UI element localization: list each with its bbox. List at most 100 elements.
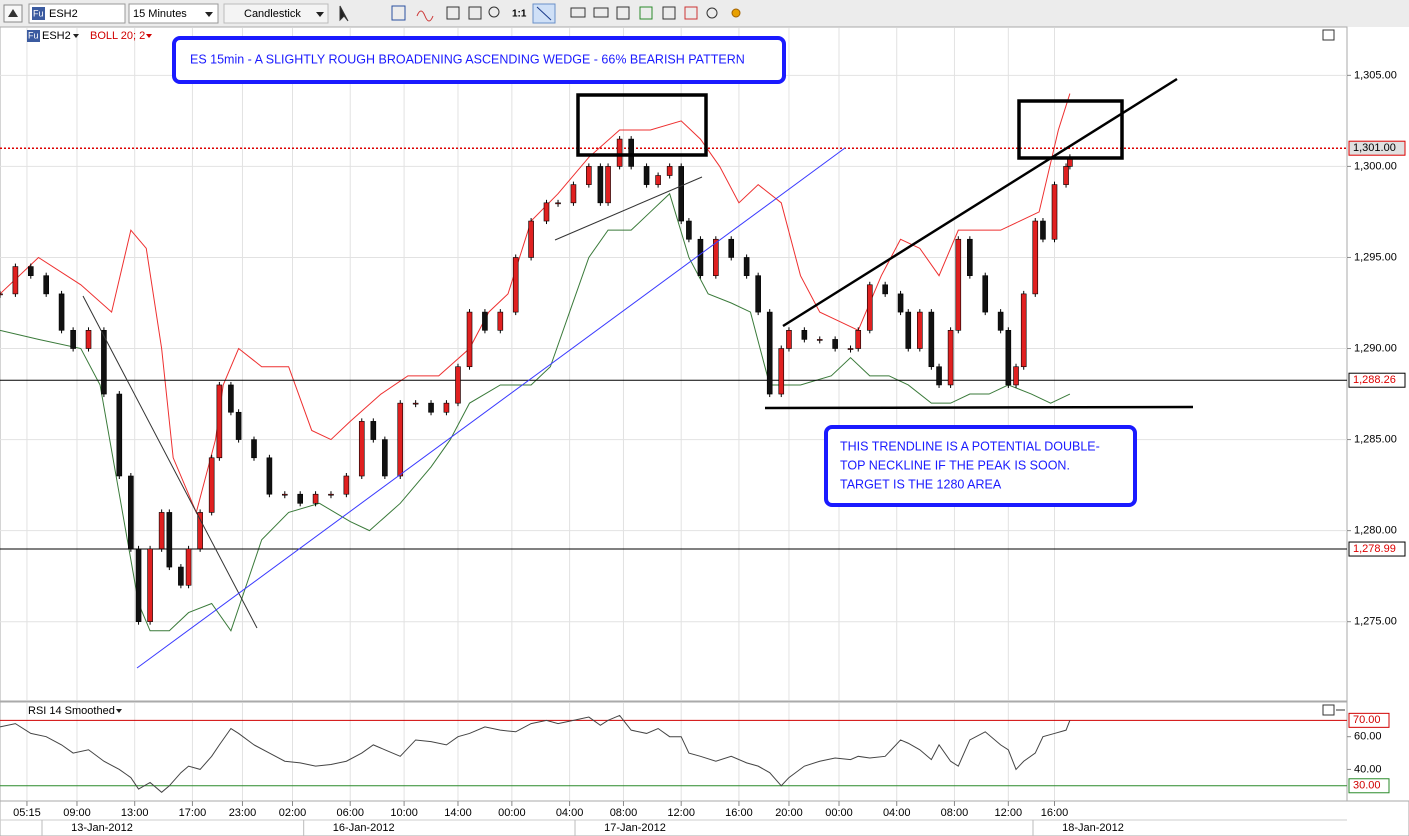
y-tick-label: 1,280.00 (1354, 525, 1397, 537)
candle (882, 284, 888, 295)
date-label: 17-Jan-2012 (604, 822, 666, 834)
price-label: 1,288.26 (1353, 374, 1396, 386)
candle (801, 330, 808, 340)
note-text: ES 15min - A SLIGHTLY ROUGH BROADENING A… (190, 52, 745, 66)
candle (866, 284, 873, 331)
candle (466, 311, 473, 368)
dropdown-arrow (73, 34, 79, 38)
candle (755, 275, 761, 313)
window-button[interactable] (1322, 704, 1335, 716)
x-tick-label: 04:00 (883, 807, 911, 819)
window-button[interactable] (1322, 29, 1335, 41)
candle (936, 366, 942, 386)
tool-icon[interactable] (468, 6, 482, 20)
candle (412, 402, 419, 405)
x-tick-label: 13:00 (121, 807, 149, 819)
interval-select[interactable] (128, 3, 219, 24)
tool-icon[interactable] (684, 6, 698, 20)
candle (743, 257, 750, 276)
x-tick-label: 08:00 (941, 807, 969, 819)
candle (643, 166, 650, 185)
x-tick-label: 00:00 (825, 807, 853, 819)
candle (0, 293, 3, 296)
style-text: Candlestick (244, 8, 301, 20)
level-label: 30.00 (1353, 780, 1381, 792)
candle (185, 548, 192, 586)
x-tick-label: 16:00 (725, 807, 753, 819)
dropdown-arrow (146, 34, 152, 38)
plot: 05:15 09:00 13:00 17:00 23:00 02:00 06:00 10:00… (0, 69, 1406, 836)
candle (686, 220, 692, 240)
tool-icon[interactable] (706, 7, 718, 19)
level-label-box (1348, 712, 1390, 728)
candle (766, 311, 773, 395)
tool-icon[interactable] (570, 7, 586, 18)
candle (312, 493, 319, 504)
candle (832, 339, 838, 349)
zoom-text[interactable]: 1:1 (512, 9, 527, 20)
price-label-box (1348, 140, 1406, 156)
candle (235, 411, 242, 440)
candle (917, 311, 923, 349)
candle (905, 311, 912, 349)
price-label-box (1348, 372, 1406, 388)
date-label: 13-Jan-2012 (71, 822, 133, 834)
tool-icon[interactable] (593, 7, 609, 18)
tool-icon[interactable] (731, 8, 741, 18)
badge-text: Fu (33, 8, 44, 18)
candle (12, 266, 19, 295)
x-tick-label: 06:00 (336, 807, 364, 819)
candle (1013, 366, 1019, 386)
symbol-label[interactable]: ESH2 (42, 30, 71, 42)
trendline (82, 295, 258, 629)
price-label-box (1348, 541, 1406, 557)
candle (147, 548, 153, 622)
level-label-box (1348, 778, 1390, 794)
candle (628, 138, 634, 167)
candle (251, 439, 257, 459)
candle (43, 275, 49, 295)
candle (1032, 220, 1039, 295)
tool-icon[interactable] (488, 6, 500, 18)
tool-icon[interactable] (639, 6, 653, 20)
y-tick-label: 1,285.00 (1354, 433, 1397, 445)
y-tick-label: 1,290.00 (1354, 342, 1397, 354)
style-select[interactable] (223, 3, 329, 24)
candle (343, 475, 350, 495)
candle (228, 384, 234, 413)
grid (0, 28, 1347, 800)
rsi-label[interactable]: RSI 14 Smoothed (28, 705, 115, 717)
candle (655, 175, 661, 185)
x-tick-label: 20:00 (775, 807, 803, 819)
candle (666, 166, 673, 176)
badge-text: Fu (28, 30, 39, 40)
candle (216, 384, 223, 459)
x-tick-label: 10:00 (390, 807, 418, 819)
y-tick-label: 1,295.00 (1354, 251, 1397, 263)
trendline (554, 176, 703, 241)
x-tick-label: 16:00 (1041, 807, 1069, 819)
indicator-label[interactable]: BOLL 20; 2 (90, 30, 145, 42)
candle (370, 421, 377, 440)
candle (197, 512, 203, 550)
badge (27, 30, 40, 42)
candle (997, 311, 1004, 331)
candle (208, 457, 215, 513)
tool-icon (536, 6, 552, 21)
candle (101, 330, 107, 395)
tool-icon[interactable] (339, 5, 349, 22)
candle (128, 475, 134, 550)
tool-icon[interactable] (391, 5, 406, 21)
candle (85, 330, 92, 349)
candle (847, 348, 854, 350)
note-text: THIS TRENDLINE IS A POTENTIAL DOUBLE- (840, 439, 1100, 453)
candle (616, 138, 623, 167)
tool-icon[interactable] (616, 6, 630, 20)
symbol-input[interactable] (28, 3, 126, 24)
tool-icon[interactable] (416, 10, 434, 22)
tool-icon[interactable] (662, 6, 676, 20)
rsi-panel (0, 701, 1348, 802)
note-box (172, 36, 786, 84)
tool-icon[interactable] (446, 6, 460, 20)
candle (497, 311, 504, 331)
